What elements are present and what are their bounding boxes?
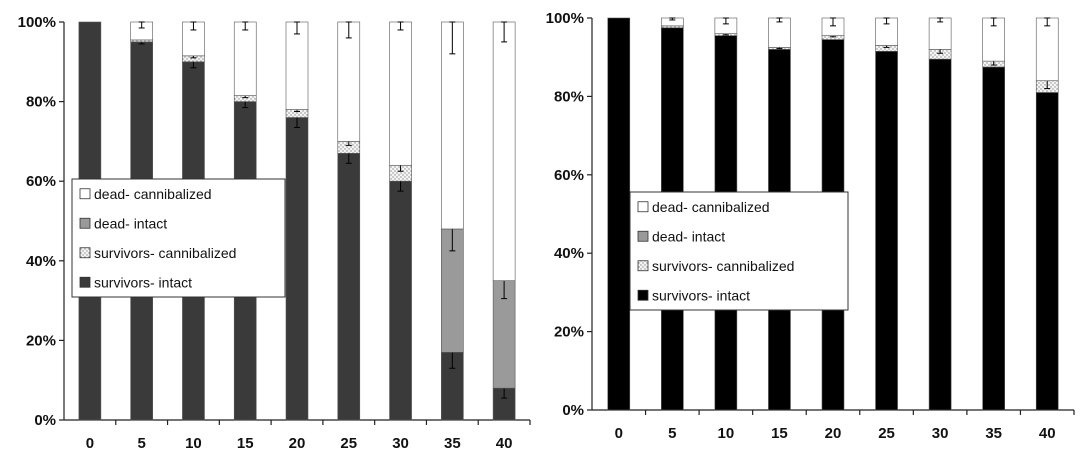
chart-right: 0% 20% 40% 60% 80% 100% 0 5 10 15 20 25 30 35 40 dead- … — [546, 10, 1075, 442]
legend-swatch-survivors-intact — [637, 289, 649, 301]
legend: dead- cannibalized dead- intact survivors-… — [71, 178, 286, 298]
bar-segment-survivors-intact — [1035, 92, 1059, 411]
bar-segment-dead-cannibalized — [233, 21, 257, 96]
legend-label-dead-cannibalized: dead- cannibalized — [94, 186, 212, 202]
x-tick-label: 20 — [289, 435, 306, 452]
legend-label-survivors-cannibalized: survivors- cannibalized — [652, 258, 794, 274]
y-tick-label: 0% — [34, 412, 56, 429]
legend-swatch-survivors-cannibalized — [637, 260, 649, 272]
x-tick-label: 5 — [137, 435, 145, 452]
y-tick-label: 60% — [554, 167, 584, 184]
bar-segment-dead-cannibalized — [928, 17, 952, 50]
legend-swatch-dead-cannibalized — [637, 201, 649, 213]
bar-segment-dead-cannibalized — [492, 21, 516, 282]
x-tick-label: 25 — [340, 435, 357, 452]
x-tick-label: 15 — [237, 435, 254, 452]
legend-swatch-dead-intact — [637, 230, 649, 242]
y-tick-label: 40% — [26, 253, 56, 270]
bar-segment-survivors-intact — [285, 117, 309, 421]
y-tick-label: 80% — [554, 88, 584, 105]
y-tick-label: 40% — [554, 245, 584, 262]
bar-segment-dead-cannibalized — [337, 21, 361, 142]
y-tick-label: 20% — [554, 324, 584, 341]
bar-segment-survivors-intact — [928, 58, 952, 411]
y-tick-label: 60% — [26, 173, 56, 190]
x-tick-label: 35 — [985, 425, 1002, 442]
y-tick-label: 80% — [26, 94, 56, 111]
bar-segment-survivors-intact — [875, 51, 898, 411]
x-tick-label: 40 — [1039, 425, 1056, 442]
y-tick-label: 100% — [546, 10, 584, 27]
x-tick-label: 20 — [825, 425, 842, 442]
legend-box — [629, 191, 849, 311]
bar-segment-dead-cannibalized — [285, 21, 309, 110]
x-tick-label: 30 — [392, 435, 409, 452]
legend-label-survivors-intact: survivors- intact — [94, 274, 192, 290]
bar-segment-dead-cannibalized — [1035, 17, 1059, 82]
x-tick-label: 0 — [615, 425, 623, 442]
y-tick-label: 0% — [562, 402, 584, 419]
x-tick-label: 30 — [932, 425, 949, 442]
bar-segment-survivors-intact — [607, 17, 631, 411]
legend: dead- cannibalized dead- intact survivors-… — [629, 191, 849, 311]
x-tick-label: 5 — [668, 425, 676, 442]
legend-swatch-survivors-intact — [79, 276, 91, 288]
x-tick-label: 35 — [444, 435, 461, 452]
legend-swatch-dead-intact — [79, 217, 91, 229]
bar-segment-survivors-intact — [982, 66, 1005, 411]
chart-left: 0% 20% 40% 60% 80% 100% 0 5 10 15 20 25 30 35 40 dead- … — [18, 14, 531, 452]
x-tick-label: 40 — [496, 435, 513, 452]
legend-swatch-survivors-cannibalized — [79, 247, 91, 259]
x-tick-label: 10 — [718, 425, 735, 442]
y-tick-label: 100% — [18, 14, 56, 31]
x-tick-label: 0 — [86, 435, 94, 452]
x-tick-label: 25 — [878, 425, 895, 442]
legend-swatch-dead-cannibalized — [79, 188, 91, 200]
legend-box — [71, 178, 286, 298]
x-tick-label: 10 — [185, 435, 202, 452]
legend-label-dead-cannibalized: dead- cannibalized — [652, 199, 770, 215]
legend-label-dead-intact: dead- intact — [94, 215, 167, 231]
bar-segment-survivors-intact — [337, 153, 361, 421]
legend-label-dead-intact: dead- intact — [652, 228, 725, 244]
legend-label-survivors-intact: survivors- intact — [652, 287, 750, 303]
bar-segment-survivors-intact — [389, 180, 412, 421]
x-tick-label: 15 — [771, 425, 788, 442]
bar-segment-dead-cannibalized — [389, 21, 412, 166]
legend-label-survivors-cannibalized: survivors- cannibalized — [94, 245, 236, 261]
y-tick-label: 20% — [26, 332, 56, 349]
